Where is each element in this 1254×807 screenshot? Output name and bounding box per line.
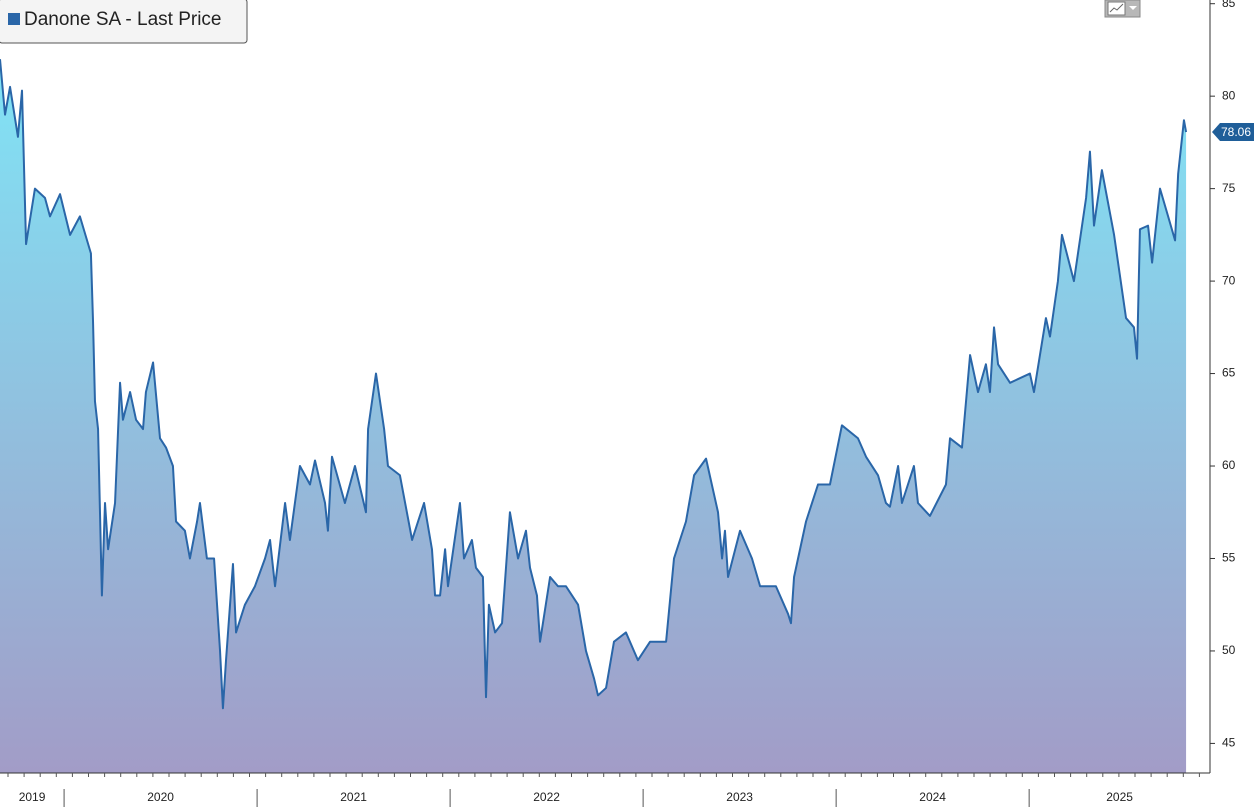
- area-fill: [0, 59, 1187, 774]
- y-tick-label: 50: [1222, 643, 1236, 657]
- x-tick-label: 2023: [726, 790, 753, 804]
- legend-label: Danone SA - Last Price: [24, 9, 222, 30]
- y-tick-label: 60: [1222, 458, 1236, 472]
- y-tick-label: 80: [1222, 88, 1236, 102]
- y-tick-label: 55: [1222, 551, 1236, 565]
- last-price-label: 78.06: [1221, 125, 1251, 139]
- x-tick-label: 2021: [340, 790, 367, 804]
- y-tick-label: 85: [1222, 0, 1236, 10]
- y-tick-label: 70: [1222, 273, 1236, 287]
- x-tick-label: 2025: [1106, 790, 1133, 804]
- chart-type-button[interactable]: [1104, 0, 1141, 18]
- x-tick-label: 2022: [533, 790, 560, 804]
- y-tick-label: 45: [1222, 736, 1236, 750]
- y-tick-label: 75: [1222, 181, 1236, 195]
- price-line: [0, 59, 1188, 710]
- x-tick-label: 2019: [19, 790, 46, 804]
- last-price-badge: [1212, 123, 1254, 142]
- y-tick-label: 65: [1222, 366, 1236, 380]
- legend: Danone SA - Last Price: [0, 0, 248, 44]
- x-tick-label: 2024: [919, 790, 946, 804]
- x-tick-label: 2020: [147, 790, 174, 804]
